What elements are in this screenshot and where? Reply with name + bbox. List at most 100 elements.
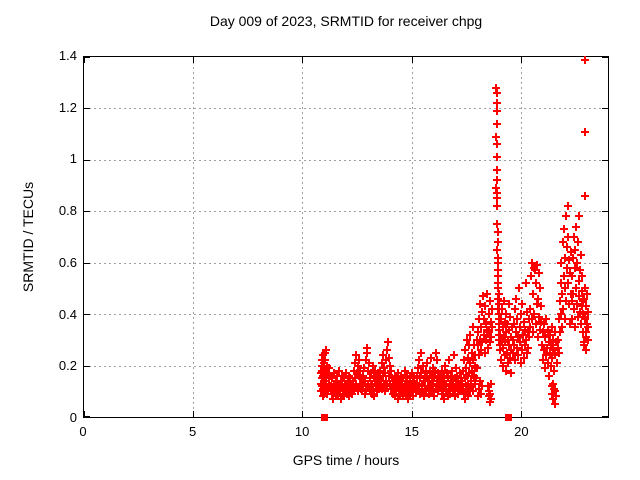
data-point (338, 371, 347, 380)
data-point (574, 292, 583, 301)
data-point (409, 382, 418, 391)
y-tick (84, 416, 90, 417)
data-point (405, 384, 414, 393)
y-tick (602, 57, 608, 58)
data-point (542, 315, 551, 324)
data-point (469, 371, 478, 380)
data-point (556, 279, 565, 288)
data-point (493, 253, 502, 262)
data-point (340, 392, 349, 401)
x-tick (193, 57, 195, 63)
data-point (528, 328, 537, 337)
data-point (493, 194, 502, 203)
data-point (346, 387, 355, 396)
data-point (462, 335, 471, 344)
data-point (581, 333, 590, 342)
data-point (495, 341, 504, 349)
data-point (333, 371, 342, 380)
data-point (494, 325, 503, 334)
data-point (316, 379, 325, 388)
data-point (577, 287, 586, 295)
data-point (550, 384, 559, 393)
data-point (326, 387, 335, 396)
data-point (578, 271, 587, 280)
data-point (326, 371, 335, 380)
data-point (456, 387, 465, 396)
data-point (389, 377, 398, 385)
data-point (477, 389, 486, 398)
data-point (420, 371, 429, 380)
x-tick-label: 20 (514, 424, 529, 439)
data-point (493, 245, 502, 254)
data-point (572, 222, 581, 231)
data-point (354, 387, 362, 396)
data-point (393, 395, 402, 403)
data-point (492, 202, 501, 211)
data-point (423, 359, 432, 367)
data-point (467, 377, 476, 385)
data-point (555, 297, 564, 306)
y-tick (602, 416, 608, 417)
data-point (404, 379, 413, 388)
data-point (447, 382, 456, 391)
data-point (317, 361, 326, 370)
data-point (492, 83, 501, 92)
data-point (518, 299, 527, 308)
data-point (441, 387, 450, 396)
data-point (451, 392, 460, 401)
data-point (352, 369, 361, 378)
data-point (338, 389, 347, 398)
data-point (473, 364, 481, 373)
y-gridline (84, 211, 608, 213)
data-point (549, 346, 558, 355)
data-point (327, 382, 336, 391)
data-point (427, 371, 436, 380)
data-point (578, 310, 587, 319)
data-point (359, 371, 368, 380)
data-point (547, 323, 556, 331)
data-point (339, 384, 348, 393)
data-point (352, 382, 361, 391)
data-point (533, 333, 542, 342)
data-point (317, 369, 326, 378)
data-point (580, 312, 589, 321)
data-point (538, 341, 547, 349)
chart-title: Day 009 of 2023, SRMTID for receiver chp… (209, 13, 483, 29)
data-point (563, 202, 572, 211)
data-point (455, 369, 464, 378)
data-point (494, 289, 503, 298)
data-point (509, 348, 518, 357)
data-point (475, 384, 484, 393)
data-point (539, 320, 548, 329)
data-point (495, 310, 504, 319)
data-point (479, 330, 488, 339)
data-point (558, 289, 567, 298)
data-point (418, 384, 427, 393)
data-point (575, 212, 584, 221)
data-point (492, 89, 501, 97)
flag-marker (321, 413, 329, 421)
data-point (335, 366, 344, 375)
data-point (533, 261, 542, 270)
y-tick (602, 314, 608, 316)
data-point (567, 271, 576, 280)
data-point (581, 302, 590, 311)
data-point (342, 369, 350, 378)
data-point (357, 379, 366, 388)
data-point (493, 220, 502, 229)
data-point (521, 279, 530, 288)
data-point (416, 389, 425, 398)
data-point (373, 379, 382, 388)
data-point (542, 343, 551, 352)
data-point (453, 371, 462, 380)
data-point (534, 294, 543, 303)
data-point (507, 333, 516, 342)
data-point (367, 389, 376, 398)
data-point (561, 212, 570, 221)
data-point (406, 389, 415, 398)
data-point (569, 233, 578, 241)
data-point (511, 356, 520, 365)
data-point (369, 384, 378, 393)
data-point (347, 389, 356, 398)
data-point (368, 361, 377, 370)
